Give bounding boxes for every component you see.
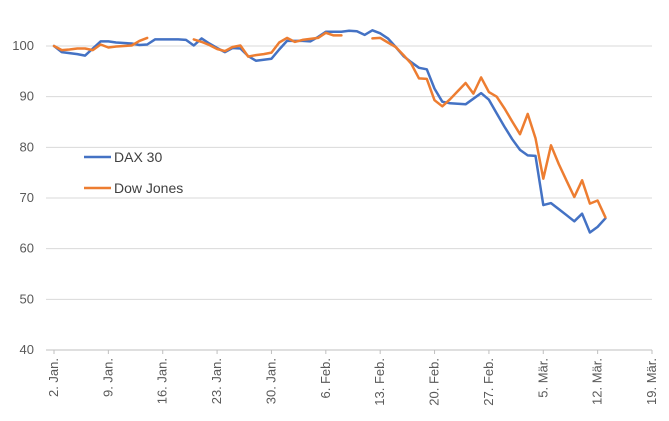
x-tick-label: 9. Jan. [100, 358, 115, 397]
legend: DAX 30 Dow Jones [84, 149, 183, 196]
y-tick-label: 100 [12, 38, 34, 53]
y-tick-label: 90 [20, 89, 34, 104]
legend-label: DAX 30 [114, 149, 162, 165]
series-line-dow-jones [192, 31, 343, 58]
y-tick-label: 70 [20, 190, 34, 205]
x-tick-label: 23. Jan. [209, 358, 224, 404]
y-axis-tick-labels: 40 50 60 70 80 90 100 [12, 38, 34, 357]
x-axis-tick-labels: 2. Jan. 9. Jan. 16. Jan. 23. Jan. 30. Jan. 6.… [46, 350, 659, 406]
x-tick-label: 16. Jan. [155, 358, 170, 404]
series-line-dow-jones [52, 36, 149, 52]
x-tick-label: 30. Jan. [263, 358, 278, 404]
series-line-dax-30 [52, 29, 607, 234]
x-tick-label: 19. Mär. [644, 358, 659, 405]
x-tick-label: 27. Feb. [481, 358, 496, 406]
x-tick-label: 12. Mär. [590, 358, 605, 405]
y-tick-label: 50 [20, 291, 34, 306]
x-tick-label: 20. Feb. [427, 358, 442, 406]
series-line-dow-jones [371, 36, 607, 219]
legend-label: Dow Jones [114, 180, 183, 196]
series-lines [52, 29, 607, 234]
x-tick-label: 5. Mär. [535, 358, 550, 398]
x-tick-label: 13. Feb. [372, 358, 387, 406]
y-tick-label: 80 [20, 139, 34, 154]
y-tick-label: 60 [20, 241, 34, 256]
y-tick-label: 40 [20, 342, 34, 357]
gridlines [46, 45, 652, 351]
x-tick-label: 2. Jan. [46, 358, 61, 397]
x-tick-label: 6. Feb. [318, 358, 333, 398]
